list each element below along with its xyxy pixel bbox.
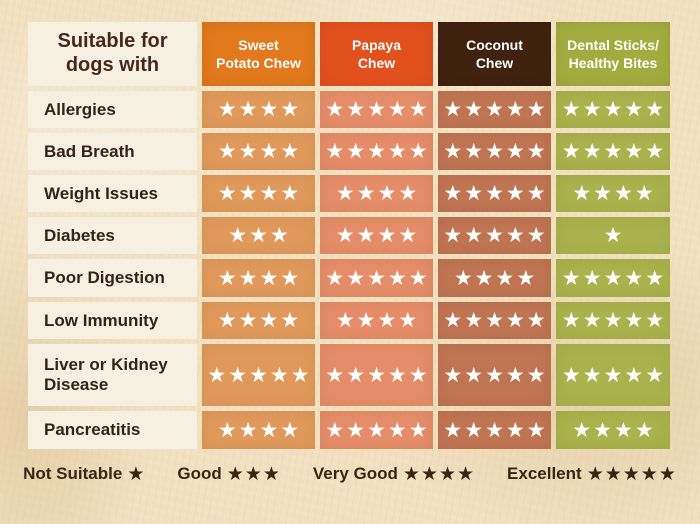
rating-cell: ★★★★★ [556, 91, 670, 128]
rating-cell: ★★★★★ [556, 133, 670, 170]
star-rating-icon: ★★★★★ [561, 362, 667, 387]
rating-cell: ★★★★ [320, 302, 433, 339]
rating-legend: Not Suitable ★ Good ★★★ Very Good ★★★★ Excelle… [0, 464, 700, 484]
rating-cell: ★★★★ [202, 259, 315, 297]
rating-cell: ★★★★★ [438, 411, 551, 449]
table-corner-title: Suitable for dogs with [28, 22, 197, 86]
rating-cell: ★★★★★ [320, 344, 433, 406]
column-header-sweet-potato-chew: Sweet Potato Chew [202, 22, 315, 86]
rating-cell: ★★★★ [438, 259, 551, 297]
star-rating-icon: ★★★★★ [443, 181, 548, 205]
star-rating-icon: ★★★★★ [325, 417, 430, 442]
rating-cell: ★★★★★ [438, 133, 551, 170]
row-label: Poor Digestion [28, 259, 197, 297]
legend-label: Not Suitable [23, 464, 123, 483]
row-label: Diabetes [28, 217, 197, 254]
rating-cell: ★★★★★ [320, 259, 433, 297]
legend-item: Not Suitable ★ [23, 464, 145, 484]
rating-cell: ★★★★ [202, 411, 315, 449]
legend-item: Excellent ★★★★★ [507, 464, 677, 484]
star-rating-icon: ★★★★ [217, 97, 302, 121]
star-rating-icon: ★★★★★ [443, 139, 548, 163]
star-rating-icon: ★★★★★ [325, 362, 430, 387]
star-rating-icon: ★★★★★ [443, 308, 548, 332]
rating-cell: ★★★★★ [202, 344, 315, 406]
row-label: Low Immunity [28, 302, 197, 339]
rating-cell: ★★★★★ [438, 91, 551, 128]
star-rating-icon: ★★★★★ [561, 308, 667, 332]
star-rating-icon: ★★★★★ [561, 265, 667, 290]
column-header-dental-sticks-healthy-bites: Dental Sticks/ Healthy Bites [556, 22, 670, 86]
legend-item: Very Good ★★★★ [313, 464, 475, 484]
rating-cell: ★★★★ [202, 133, 315, 170]
rating-cell: ★★★★★ [320, 133, 433, 170]
star-rating-icon: ★★★★ [335, 308, 420, 332]
rating-cell: ★★★★★ [438, 175, 551, 212]
row-label: Liver or Kidney Disease [28, 344, 197, 406]
legend-star-icon: ★ [127, 462, 146, 485]
column-header-papaya-chew: Papaya Chew [320, 22, 433, 86]
rating-cell: ★ [556, 217, 670, 254]
legend-item: Good ★★★ [177, 464, 281, 484]
star-rating-icon: ★★★★★ [325, 265, 430, 290]
row-label: Pancreatitis [28, 411, 197, 449]
rating-cell: ★★★ [202, 217, 315, 254]
comparison-table: Suitable for dogs with Sweet Potato Chew P… [28, 22, 670, 449]
star-rating-icon: ★★★ [228, 223, 291, 247]
row-label: Allergies [28, 91, 197, 128]
rating-cell: ★★★★ [202, 302, 315, 339]
rating-cell: ★★★★★ [438, 302, 551, 339]
star-rating-icon: ★★★★★ [443, 362, 548, 387]
star-rating-icon: ★★★★★ [443, 417, 548, 442]
rating-cell: ★★★★★ [556, 302, 670, 339]
star-rating-icon: ★★★★★ [443, 223, 548, 247]
rating-cell: ★★★★ [320, 175, 433, 212]
rating-cell: ★★★★★ [320, 411, 433, 449]
star-rating-icon: ★ [603, 223, 625, 247]
star-rating-icon: ★★★★★ [561, 97, 667, 121]
legend-star-icon: ★★★★ [402, 462, 476, 485]
star-rating-icon: ★★★★★ [325, 139, 430, 163]
legend-star-icon: ★★★★★ [586, 462, 677, 485]
rating-cell: ★★★★★ [556, 259, 670, 297]
rating-cell: ★★★★★ [438, 344, 551, 406]
rating-cell: ★★★★ [320, 217, 433, 254]
star-rating-icon: ★★★★ [572, 181, 656, 205]
star-rating-icon: ★★★★ [217, 308, 302, 332]
star-rating-icon: ★★★★★ [325, 97, 430, 121]
star-rating-icon: ★★★★ [453, 265, 538, 290]
rating-cell: ★★★★ [202, 175, 315, 212]
star-rating-icon: ★★★★ [217, 417, 302, 442]
star-rating-icon: ★★★★ [572, 417, 656, 442]
star-rating-icon: ★★★★ [335, 181, 420, 205]
star-rating-icon: ★★★★★ [561, 139, 667, 163]
star-rating-icon: ★★★★★ [443, 97, 548, 121]
rating-cell: ★★★★★ [438, 217, 551, 254]
rating-cell: ★★★★ [556, 175, 670, 212]
legend-star-icon: ★★★ [226, 462, 281, 485]
legend-label: Very Good [312, 464, 398, 483]
rating-cell: ★★★★ [556, 411, 670, 449]
rating-cell: ★★★★★ [320, 91, 433, 128]
rating-cell: ★★★★★ [556, 344, 670, 406]
star-rating-icon: ★★★★★ [207, 362, 312, 387]
row-label: Weight Issues [28, 175, 197, 212]
column-header-coconut-chew: Coconut Chew [438, 22, 551, 86]
star-rating-icon: ★★★★ [335, 223, 420, 247]
star-rating-icon: ★★★★ [217, 181, 302, 205]
legend-label: Good [177, 464, 222, 483]
star-rating-icon: ★★★★ [217, 265, 302, 290]
row-label: Bad Breath [28, 133, 197, 170]
star-rating-icon: ★★★★ [217, 139, 302, 163]
rating-cell: ★★★★ [202, 91, 315, 128]
legend-label: Excellent [507, 464, 582, 483]
